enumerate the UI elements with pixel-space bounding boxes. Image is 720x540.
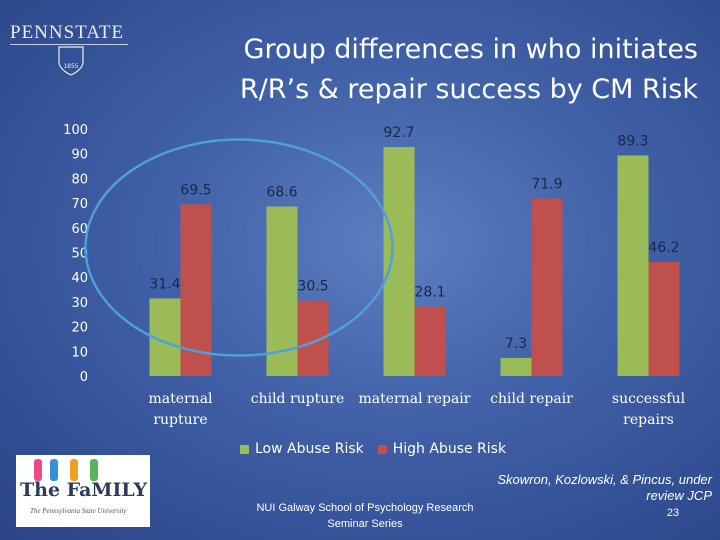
- bar-low-risk: [383, 147, 415, 376]
- data-label: 7.3: [505, 336, 527, 352]
- family-study-subtitle: The Pennsylvania State University: [30, 507, 127, 515]
- legend-label-high: High Abuse Risk: [392, 441, 507, 457]
- data-label: 28.1: [414, 285, 445, 301]
- y-tick-label: 100: [63, 123, 88, 138]
- highlight-circle: [84, 138, 394, 357]
- bar-high-risk: [648, 261, 680, 376]
- legend-label-low: Low Abuse Risk: [255, 441, 364, 457]
- legend-item-high: High Abuse Risk: [377, 441, 507, 457]
- title-line-1: Group differences in who initiates: [243, 34, 698, 65]
- y-tick-label: 10: [71, 345, 88, 360]
- bar-low-risk: [500, 357, 532, 376]
- svg-text:1855: 1855: [63, 63, 78, 70]
- legend-item-low: Low Abuse Risk: [240, 441, 364, 457]
- y-tick-label: 0: [80, 370, 88, 385]
- figure-icon: [70, 459, 78, 481]
- data-label: 46.2: [648, 240, 679, 256]
- category-label: repairs: [623, 412, 674, 428]
- y-tick-label: 30: [71, 296, 88, 311]
- y-tick-label: 60: [71, 222, 88, 237]
- category-label: child repair: [490, 391, 573, 407]
- figure-icon: [90, 459, 98, 481]
- event-line-2: Seminar Series: [327, 518, 403, 530]
- data-label: 31.4: [149, 276, 180, 292]
- data-label: 71.9: [531, 176, 562, 192]
- bar-high-risk: [414, 306, 446, 376]
- bar-low-risk: [617, 155, 649, 376]
- data-label: 69.5: [180, 182, 211, 198]
- data-label: 89.3: [617, 133, 648, 149]
- category-label: maternal repair: [359, 391, 471, 407]
- legend-swatch-high: [377, 444, 387, 454]
- logo-rule: [10, 44, 128, 45]
- citation: Skowron, Kozlowski, & Pincus, under revi…: [497, 472, 712, 503]
- penn-state-wordmark: PENNSTATE: [10, 22, 125, 43]
- legend-swatch-low: [240, 444, 249, 454]
- shield-icon: 1855: [58, 46, 84, 76]
- category-label: rupture: [153, 412, 207, 428]
- data-label: 92.7: [383, 125, 414, 141]
- slide-number: 23: [666, 507, 680, 519]
- figure-icon: [50, 459, 58, 481]
- y-tick-label: 90: [71, 148, 88, 163]
- y-tick-label: 50: [71, 247, 88, 262]
- title-line-2: R/R’s & repair success by CM Risk: [239, 74, 698, 105]
- data-label: 68.6: [266, 185, 297, 201]
- slide-title: Group differences in who initiates R/R’s…: [170, 30, 698, 110]
- family-study-wordmark: The FaMILY Study: [20, 479, 150, 501]
- event-line-1: NUI Galway School of Psychology Research: [256, 502, 474, 514]
- bar-high-risk: [531, 198, 563, 376]
- y-tick-label: 70: [71, 197, 88, 212]
- y-tick-label: 80: [71, 172, 88, 187]
- category-label: child rupture: [251, 391, 345, 407]
- event-footer: NUI Galway School of Psychology Research…: [250, 500, 480, 532]
- y-tick-label: 40: [71, 271, 88, 286]
- bar-high-risk: [180, 204, 212, 376]
- data-label: 30.5: [297, 279, 328, 295]
- category-label: maternal: [148, 391, 213, 407]
- chart-legend: Low Abuse Risk High Abuse Risk: [240, 441, 506, 457]
- category-label: successful: [612, 391, 686, 407]
- penn-state-logo: PENNSTATE 1855: [10, 22, 130, 76]
- figure-icon: [34, 459, 42, 481]
- y-tick-label: 20: [71, 321, 88, 336]
- family-study-logo: The FaMILY Study The Pennsylvania State …: [16, 455, 150, 527]
